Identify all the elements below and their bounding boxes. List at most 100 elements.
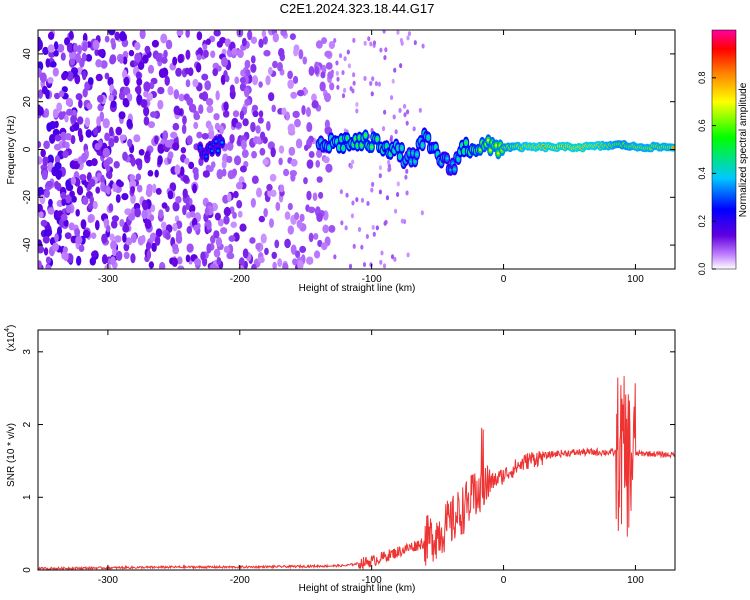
spectrogram-cell [177,54,184,64]
spectrogram-cell [84,117,91,128]
spectrogram-cell [363,40,367,46]
spectrogram-cell [207,131,215,140]
spectrogram-cell [68,30,74,40]
spectrogram-cell [130,156,136,167]
spectrogram-cell [63,251,69,262]
spectrogram-cell [284,238,291,249]
spectrogram-cell [123,76,130,87]
spectrogram-cell [47,31,55,40]
spectrogram-cell [203,49,209,58]
spectrogram-cell [184,157,190,165]
y-tick-label: -40 [22,237,33,252]
spectrogram-cell [122,224,130,233]
spectrogram-cell [378,165,383,171]
spectrogram-cell [239,165,247,173]
spectrogram-cell [325,163,333,173]
spectrogram-cell [69,160,77,169]
spectrogram-cell [50,61,57,68]
spectrogram-cell [46,122,53,132]
spectrogram-cell [313,250,321,259]
spectrogram-cell [62,246,68,253]
spectrogram-cell [399,63,403,69]
spectrogram-cell [341,146,345,150]
spectrogram-cell [221,56,228,68]
spectrogram-cell [315,160,321,168]
spectrogram-cell [201,132,209,140]
spectrogram-cell [223,101,229,112]
spectrogram-cell [79,174,87,181]
spectrogram-cell [52,67,59,77]
spectrogram-cell [363,75,367,81]
spectrogram-cell [140,98,148,109]
spectrogram-cell [142,54,149,64]
spectrogram-cell [171,257,178,267]
spectrogram-cell [263,49,271,57]
spectrogram-cell [119,30,127,42]
spectrogram-cell [112,182,117,193]
spectrogram-cell [210,50,216,58]
spectrogram-cell [173,105,181,116]
spectrogram-cell [167,85,174,96]
spectrogram-cell [319,81,326,92]
spectrogram-cell [301,105,306,116]
spectrogram-cell [223,245,231,254]
spectrogram-cell [174,215,180,223]
spectrogram-cell [198,104,204,115]
spectrogram-cell [379,47,383,53]
spectrogram-cell [351,159,355,165]
spectrogram-cell [105,170,113,179]
spectrogram-cell [84,81,91,91]
spectrogram-cell [45,264,52,269]
spectrogram-cell [56,226,63,236]
spectrogram-cell [258,81,263,88]
spectrogram-cell [54,155,61,165]
spectrogram-cell [392,114,396,120]
spectrogram-cell [38,245,45,254]
spectrogram-cell [351,200,355,206]
spectrogram-cell [389,95,394,101]
spectrogram-cell [100,60,108,69]
spectrogram-cell [216,40,223,48]
spectrogram-y-ticks: -40 -20 0 20 40 [22,48,675,252]
spectrogram-cell [403,112,407,118]
spectrogram-cell [378,173,382,179]
spectrogram-cell [456,157,460,161]
spectrogram-cell [305,107,311,118]
spectrogram-cell [175,234,183,244]
spectrogram-cell [75,255,82,266]
spectrogram-cell [255,242,261,250]
spectrogram-cell [413,160,417,163]
spectrogram-cell [196,131,203,139]
spectrogram-cell [393,67,397,73]
spectrogram-cell [172,142,180,151]
multiplier-exponent: 4 [4,328,11,332]
spectrogram-cell [176,30,184,36]
spectrogram-cell [379,259,383,265]
spectrogram-cell [75,209,80,217]
spectrogram-cell [223,206,231,217]
spectrogram-cell [247,30,253,41]
spectrogram-cell [312,192,318,202]
spectrogram-cell [202,170,210,178]
spectrogram-cell [158,209,164,219]
spectrogram-cell [377,81,382,87]
spectrogram-cell [290,158,298,167]
spectrogram-cell [290,91,298,99]
spectrogram-cell [272,261,277,269]
spectrogram-cell [162,130,169,141]
spectrogram-cell [161,202,168,209]
spectrogram-cell [251,104,259,112]
spectrogram-cell [357,226,362,232]
spectrogram-cell [196,54,202,61]
spectrogram-cell [46,228,53,237]
spectrogram-cell [257,117,264,124]
spectrogram-cell [91,250,98,258]
spectrogram-cell [281,107,287,116]
spectrogram-cell [186,135,193,146]
spectrogram-cell [43,188,50,198]
spectrogram-cell [206,105,214,114]
spectrogram-cell [136,184,143,193]
spectrogram-cell [65,133,72,141]
spectrogram-cell [208,124,214,133]
spectrogram-cell [129,174,136,182]
